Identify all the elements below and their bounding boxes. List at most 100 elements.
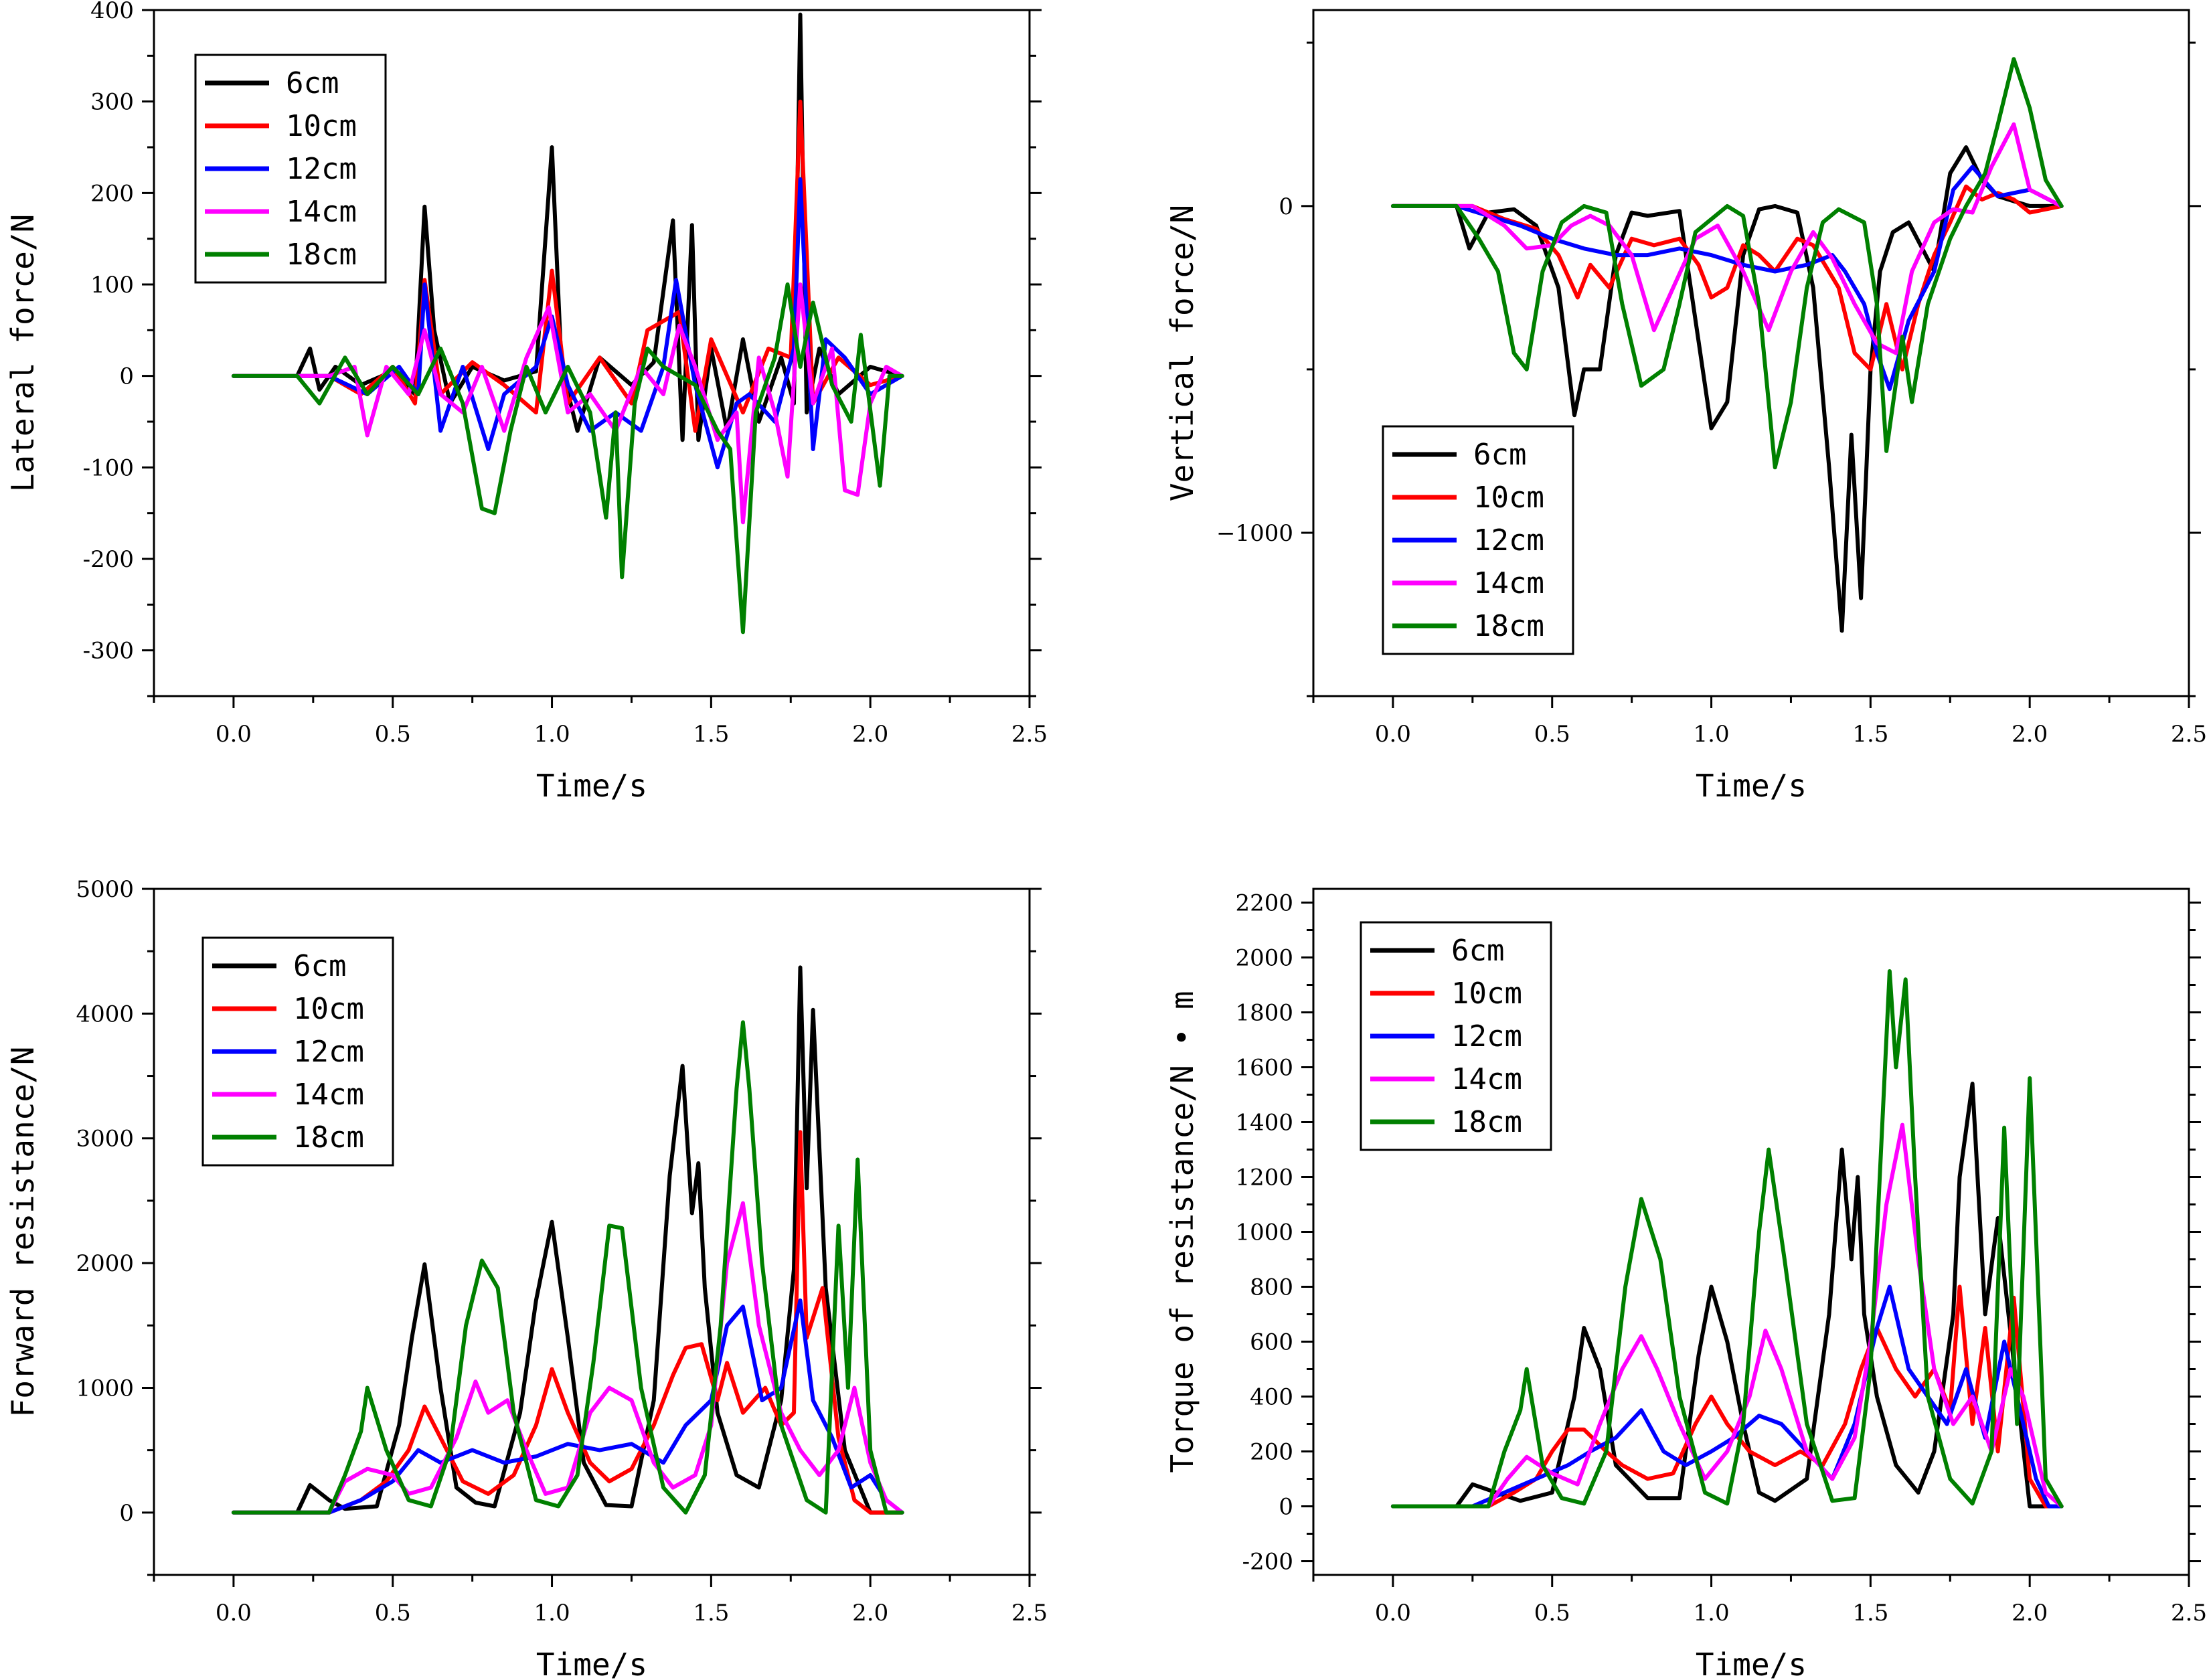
series-line-18cm xyxy=(231,282,904,635)
y-tick-label: -100 xyxy=(83,454,134,481)
x-axis-title: Time/s xyxy=(1696,768,1807,804)
plot-frame xyxy=(1312,9,2190,697)
legend-label-6cm: 6cm xyxy=(1451,934,1504,968)
y-tick-label: 2000 xyxy=(1235,945,1293,972)
y-tick-label: 1000 xyxy=(76,1375,134,1402)
series-group xyxy=(231,965,904,1515)
x-tick-label: 1.0 xyxy=(534,1600,570,1626)
y-tick-label: 200 xyxy=(90,180,134,207)
legend-label-18cm: 18cm xyxy=(1473,609,1544,643)
y-tick-label: 2000 xyxy=(76,1250,134,1277)
x-tick-label: 0.0 xyxy=(216,1600,252,1626)
x-tick-label: 2.0 xyxy=(852,721,888,748)
y-tick-label: 0 xyxy=(1279,193,1293,220)
legend-label-18cm: 18cm xyxy=(1451,1105,1522,1139)
x-tick-label: 0.5 xyxy=(1534,721,1570,748)
y-axis-title: Forward resistance/N xyxy=(5,1047,41,1418)
series-line-12cm xyxy=(1390,165,2064,392)
y-axis-title: Torque of resistance/N • m xyxy=(1164,991,1200,1473)
x-tick-label: 2.0 xyxy=(2012,1600,2048,1626)
panel-lateral-force: 0.0 0.5 1.0 1.5 2.0 2.5 -300 -200 -100 0 100 200 300… xyxy=(5,0,1048,804)
y-tick-label: -200 xyxy=(1242,1549,1293,1576)
y-tick-label: 1400 xyxy=(1235,1110,1293,1137)
y-tick-label: 3000 xyxy=(76,1126,134,1153)
series-line-10cm xyxy=(1390,1284,2064,1509)
x-tick-label: 2.5 xyxy=(1011,721,1048,748)
panel-forward-resistance: 0.0 0.5 1.0 1.5 2.0 2.5 0 1000 2000 3000 4000 5000 T… xyxy=(5,876,1048,1680)
y-tick-label: 1000 xyxy=(1235,1220,1293,1246)
x-tick-label: 2.5 xyxy=(1011,1600,1048,1626)
y-tick-label: 0 xyxy=(1279,1494,1293,1521)
series-line-14cm xyxy=(1390,122,2064,355)
legend-label-12cm: 12cm xyxy=(293,1035,364,1069)
legend-label-6cm: 6cm xyxy=(293,949,346,983)
legend: 6cm 10cm 12cm 14cm 18cm xyxy=(1382,425,1574,655)
x-tick-label: 1.5 xyxy=(693,1600,729,1626)
y-tick-label: −1000 xyxy=(1216,520,1293,547)
legend-label-18cm: 18cm xyxy=(293,1120,364,1155)
legend-label-10cm: 10cm xyxy=(293,992,364,1026)
legend-label-14cm: 14cm xyxy=(1451,1062,1522,1096)
x-tick-label: 0.0 xyxy=(216,721,252,748)
y-tick-label: 200 xyxy=(1250,1439,1293,1466)
x-tick-label: 1.5 xyxy=(693,721,729,748)
x-axis-title: Time/s xyxy=(536,768,647,804)
legend-label-6cm: 6cm xyxy=(286,66,339,100)
y-tick-label: 0 xyxy=(119,1500,134,1527)
panel-vertical-force: 0.0 0.5 1.0 1.5 2.0 2.5 −1000 0 Time/s Vertical f… xyxy=(1164,9,2207,804)
series-group xyxy=(231,12,904,635)
y-axis-title: Lateral force/N xyxy=(5,214,41,492)
y-tick-label: 1200 xyxy=(1235,1165,1293,1191)
y-tick-label: 300 xyxy=(90,89,134,116)
plot-frame xyxy=(153,888,1031,1576)
y-tick-label: 4000 xyxy=(76,1001,134,1027)
panel-torque-of-resistance: 0.0 0.5 1.0 1.5 2.0 2.5 -200 0 200 400 600 800 1000 1… xyxy=(1164,888,2207,1680)
x-tick-label: 1.5 xyxy=(1852,1600,1888,1626)
legend-label-14cm: 14cm xyxy=(286,195,357,229)
legend-label-10cm: 10cm xyxy=(1473,481,1544,515)
legend-label-14cm: 14cm xyxy=(293,1078,364,1112)
x-tick-label: 1.5 xyxy=(1852,721,1888,748)
x-tick-label: 0.5 xyxy=(375,1600,411,1626)
x-tick-label: 2.5 xyxy=(2171,721,2207,748)
y-tick-label: -200 xyxy=(83,546,134,573)
y-tick-label: 0 xyxy=(119,363,134,390)
legend-label-14cm: 14cm xyxy=(1473,566,1544,600)
series-line-18cm xyxy=(1390,969,2064,1509)
plot-frame xyxy=(153,9,1031,697)
legend-label-12cm: 12cm xyxy=(286,152,357,186)
y-tick-label: 800 xyxy=(1250,1274,1293,1301)
x-tick-label: 2.5 xyxy=(2171,1600,2207,1626)
x-tick-label: 2.0 xyxy=(2012,721,2048,748)
y-tick-label: 1600 xyxy=(1235,1055,1293,1082)
series-line-10cm xyxy=(231,1130,904,1515)
series-group xyxy=(1390,57,2064,633)
y-tick-label: -300 xyxy=(83,638,134,665)
x-tick-label: 2.0 xyxy=(852,1600,888,1626)
x-tick-label: 0.5 xyxy=(1534,1600,1570,1626)
y-tick-label: 400 xyxy=(90,0,134,24)
y-tick-label: 1800 xyxy=(1235,1000,1293,1027)
x-tick-label: 0.5 xyxy=(375,721,411,748)
x-tick-label: 0.0 xyxy=(1375,721,1411,748)
legend-label-6cm: 6cm xyxy=(1473,438,1526,472)
y-tick-label: 600 xyxy=(1250,1329,1293,1356)
series-line-14cm xyxy=(1390,1122,2064,1509)
y-tick-label: 2200 xyxy=(1235,890,1293,917)
legend-label-12cm: 12cm xyxy=(1451,1019,1522,1054)
series-group xyxy=(1390,969,2064,1509)
y-axis-title: Vertical force/N xyxy=(1164,205,1200,501)
x-tick-label: 1.0 xyxy=(1694,721,1730,748)
legend-label-10cm: 10cm xyxy=(1451,977,1522,1011)
series-line-10cm xyxy=(231,99,904,433)
x-axis-title: Time/s xyxy=(1696,1647,1807,1680)
x-tick-label: 1.0 xyxy=(1694,1600,1730,1626)
series-line-12cm xyxy=(231,177,904,470)
series-line-18cm xyxy=(231,1020,904,1515)
series-line-18cm xyxy=(1390,57,2064,470)
y-tick-label: 100 xyxy=(90,272,134,299)
x-tick-label: 1.0 xyxy=(534,721,570,748)
legend-label-12cm: 12cm xyxy=(1473,523,1544,558)
x-tick-label: 0.0 xyxy=(1375,1600,1411,1626)
x-axis-title: Time/s xyxy=(536,1647,647,1680)
